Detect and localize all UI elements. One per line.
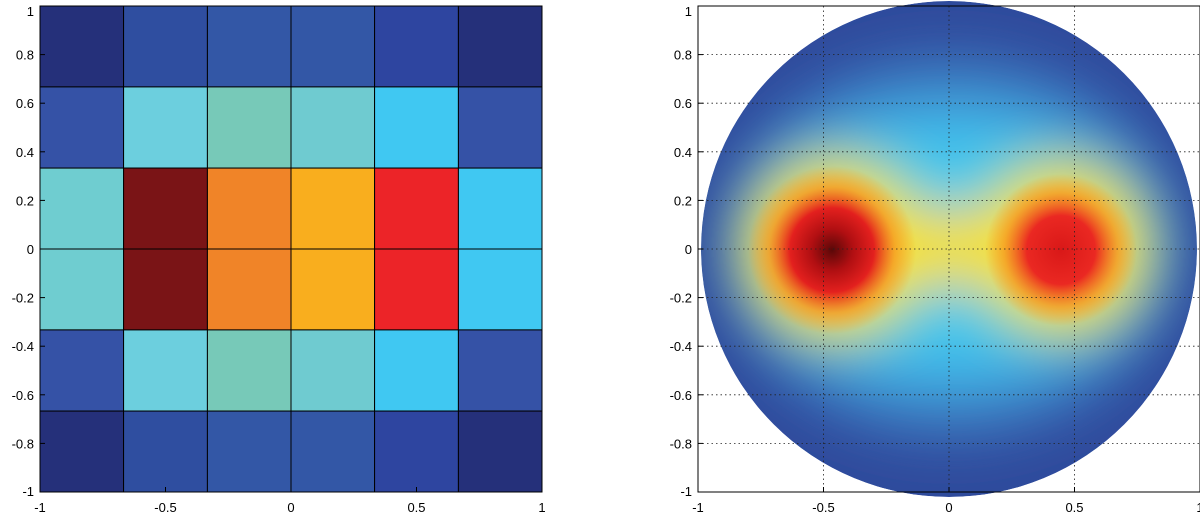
x-tick-label: -1 xyxy=(34,500,46,515)
heatmap-cell-r4-c3 xyxy=(290,329,376,412)
y-tick-label: 0.8 xyxy=(674,48,692,63)
y-tick-label: 0.2 xyxy=(16,193,34,208)
heatmap-cell-r2-c4 xyxy=(374,167,459,250)
heatmap-cell-r4-c1 xyxy=(123,329,208,412)
heatmap-cell-r3-c1 xyxy=(123,248,208,331)
y-tick-label: -0.6 xyxy=(670,388,692,403)
heatmap-cell-r0-c1 xyxy=(123,5,208,88)
x-tick-label: 0 xyxy=(287,500,294,515)
heatmap-cell-r1-c1 xyxy=(123,86,208,169)
y-tick-label: -0.8 xyxy=(670,436,692,451)
heatmap-cell-r2-c2 xyxy=(206,167,292,250)
right-gridlines xyxy=(698,6,1200,492)
heatmap-cell-r1-c4 xyxy=(374,86,459,169)
heatmap-cell-r3-c4 xyxy=(374,248,459,331)
heatmap-cell-r1-c5 xyxy=(457,86,543,169)
y-tick-label: 0 xyxy=(27,242,34,257)
left-heatmap: -1 -0.5 0 0.5 1 1 0.8 0.6 0.4 0.2 0 -0.2 -0.4 -0.6 -0… xyxy=(12,4,546,515)
heatmap-cell-r5-c3 xyxy=(290,410,376,493)
heatmap-cell-r5-c5 xyxy=(457,410,543,493)
heatmap-cell-r3-c5 xyxy=(457,248,543,331)
x-tick-label: -0.5 xyxy=(812,500,834,515)
y-tick-label: -0.8 xyxy=(12,436,34,451)
heatmap-cell-r5-c1 xyxy=(123,410,208,493)
heatmap-cell-r2-c1 xyxy=(123,167,208,250)
peak-right-mark xyxy=(985,174,1137,326)
y-tick-label: -0.6 xyxy=(12,388,34,403)
heatmap-cell-r4-c2 xyxy=(206,329,292,412)
x-tick-label: 0.5 xyxy=(1065,500,1083,515)
heatmap-cell-r3-c3 xyxy=(290,248,376,331)
peak-left-mark xyxy=(748,166,916,334)
heatmap-cell-r1-c0 xyxy=(39,86,125,169)
heatmap-cell-r2-c0 xyxy=(39,167,125,250)
y-tick-label: -1 xyxy=(680,484,692,499)
y-tick-label: 0.4 xyxy=(674,145,692,160)
left-heatmap-cells xyxy=(39,5,543,493)
heatmap-cell-r4-c0 xyxy=(39,329,125,412)
heatmap-cell-r3-c2 xyxy=(206,248,292,331)
heatmap-cell-r0-c3 xyxy=(290,5,376,88)
x-tick-label: 1 xyxy=(538,500,545,515)
y-tick-label: -0.2 xyxy=(12,291,34,306)
y-tick-label: 0.6 xyxy=(674,96,692,111)
y-tick-label: -1 xyxy=(22,484,34,499)
y-tick-label: -0.4 xyxy=(12,339,34,354)
x-tick-label: -1 xyxy=(692,500,704,515)
heatmap-cell-r3-c0 xyxy=(39,248,125,331)
heatmap-cell-r0-c2 xyxy=(206,5,292,88)
y-tick-label: -0.4 xyxy=(670,339,692,354)
heatmap-cell-r2-c5 xyxy=(457,167,543,250)
heatmap-cell-r0-c0 xyxy=(39,5,125,88)
right-heatmap: -1 -0.5 0 0.5 1 1 0.8 0.6 0.4 0.2 0 -0.2 -0.4 -0.6 -0… xyxy=(670,1,1200,515)
y-tick-label: 1 xyxy=(27,4,34,19)
y-tick-label: 0.6 xyxy=(16,96,34,111)
y-tick-label: 1 xyxy=(685,4,692,19)
right-x-ticks: -1 -0.5 0 0.5 1 xyxy=(692,487,1200,515)
heatmap-cell-r5-c4 xyxy=(374,410,459,493)
right-y-ticks: 1 0.8 0.6 0.4 0.2 0 -0.2 -0.4 -0.6 -0.8 -1 xyxy=(670,4,703,499)
x-tick-label: -0.5 xyxy=(154,500,176,515)
heatmap-cell-r4-c5 xyxy=(457,329,543,412)
heatmap-cell-r1-c2 xyxy=(206,86,292,169)
x-tick-label: 0 xyxy=(945,500,952,515)
x-tick-label: 1 xyxy=(1196,500,1200,515)
right-disk-field xyxy=(701,1,1197,497)
heatmap-cell-r1-c3 xyxy=(290,86,376,169)
y-tick-label: 0 xyxy=(685,242,692,257)
heatmap-cell-r0-c4 xyxy=(374,5,459,88)
y-tick-label: -0.2 xyxy=(670,291,692,306)
heatmap-cell-r5-c0 xyxy=(39,410,125,493)
x-tick-label: 0.5 xyxy=(407,500,425,515)
heatmap-cell-r2-c3 xyxy=(290,167,376,250)
heatmap-cell-r4-c4 xyxy=(374,329,459,412)
heatmap-cell-r0-c5 xyxy=(457,5,543,88)
heatmap-cell-r5-c2 xyxy=(206,410,292,493)
left-y-ticks: 1 0.8 0.6 0.4 0.2 0 -0.2 -0.4 -0.6 -0.8 -1 xyxy=(12,4,45,499)
y-tick-label: 0.8 xyxy=(16,48,34,63)
y-tick-label: 0.4 xyxy=(16,145,34,160)
left-x-ticks: -1 -0.5 0 0.5 1 xyxy=(34,487,546,515)
y-tick-label: 0.2 xyxy=(674,193,692,208)
